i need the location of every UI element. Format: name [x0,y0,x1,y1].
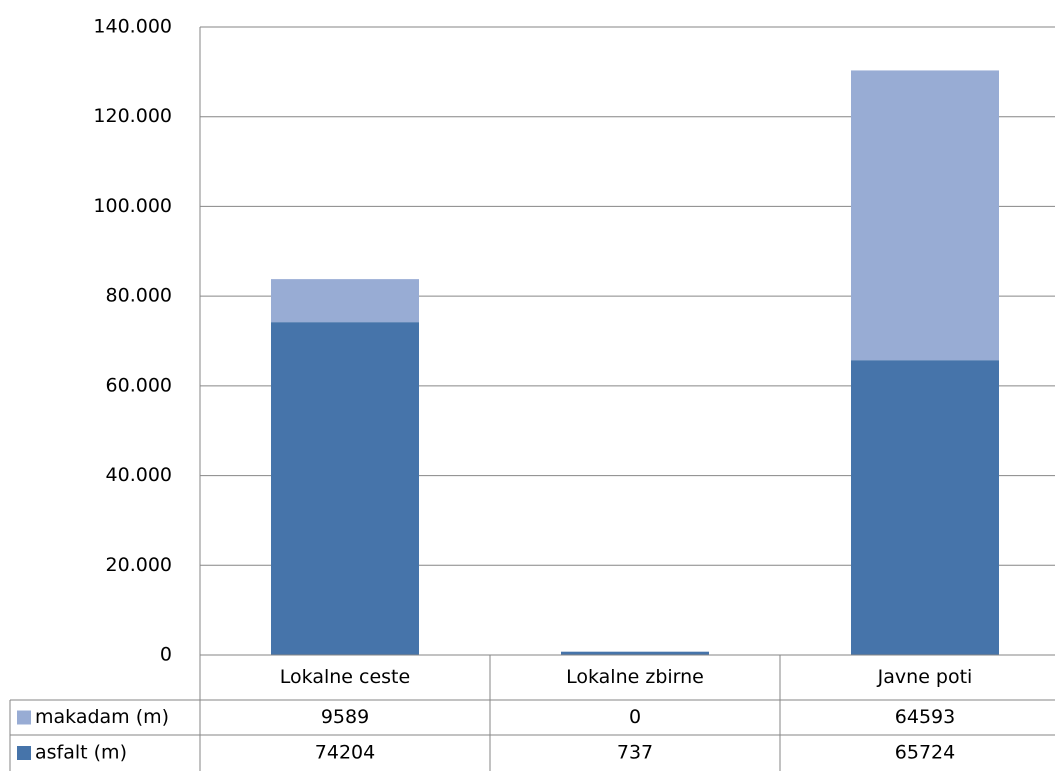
bar [851,70,999,361]
legend-label: makadam (m) [35,706,169,728]
table-cell: 9589 [321,706,369,728]
y-tick-label: 0 [160,644,172,666]
y-tick-label: 60.000 [106,374,172,396]
y-tick-label: 100.000 [93,195,172,217]
bar [561,651,709,655]
x-tick-label: Lokalne ceste [280,666,410,688]
legend-key [17,710,31,725]
y-tick-label: 20.000 [106,554,172,576]
y-tick-label: 120.000 [93,105,172,127]
table-cell: 737 [617,742,653,764]
table-cell: 64593 [895,706,955,728]
x-tick-label: Lokalne zbirne [566,666,704,688]
legend-label: asfalt (m) [35,742,127,764]
table-cell: 74204 [315,742,375,764]
table-cell: 0 [629,706,641,728]
table-cell: 65724 [895,742,955,764]
y-tick-label: 140.000 [93,16,172,38]
y-tick-label: 80.000 [106,285,172,307]
bar [271,322,419,655]
bar [271,279,419,323]
bar [851,360,999,655]
x-tick-label: Javne poti [877,666,973,688]
legend-key [17,746,31,760]
y-tick-label: 40.000 [106,464,172,486]
